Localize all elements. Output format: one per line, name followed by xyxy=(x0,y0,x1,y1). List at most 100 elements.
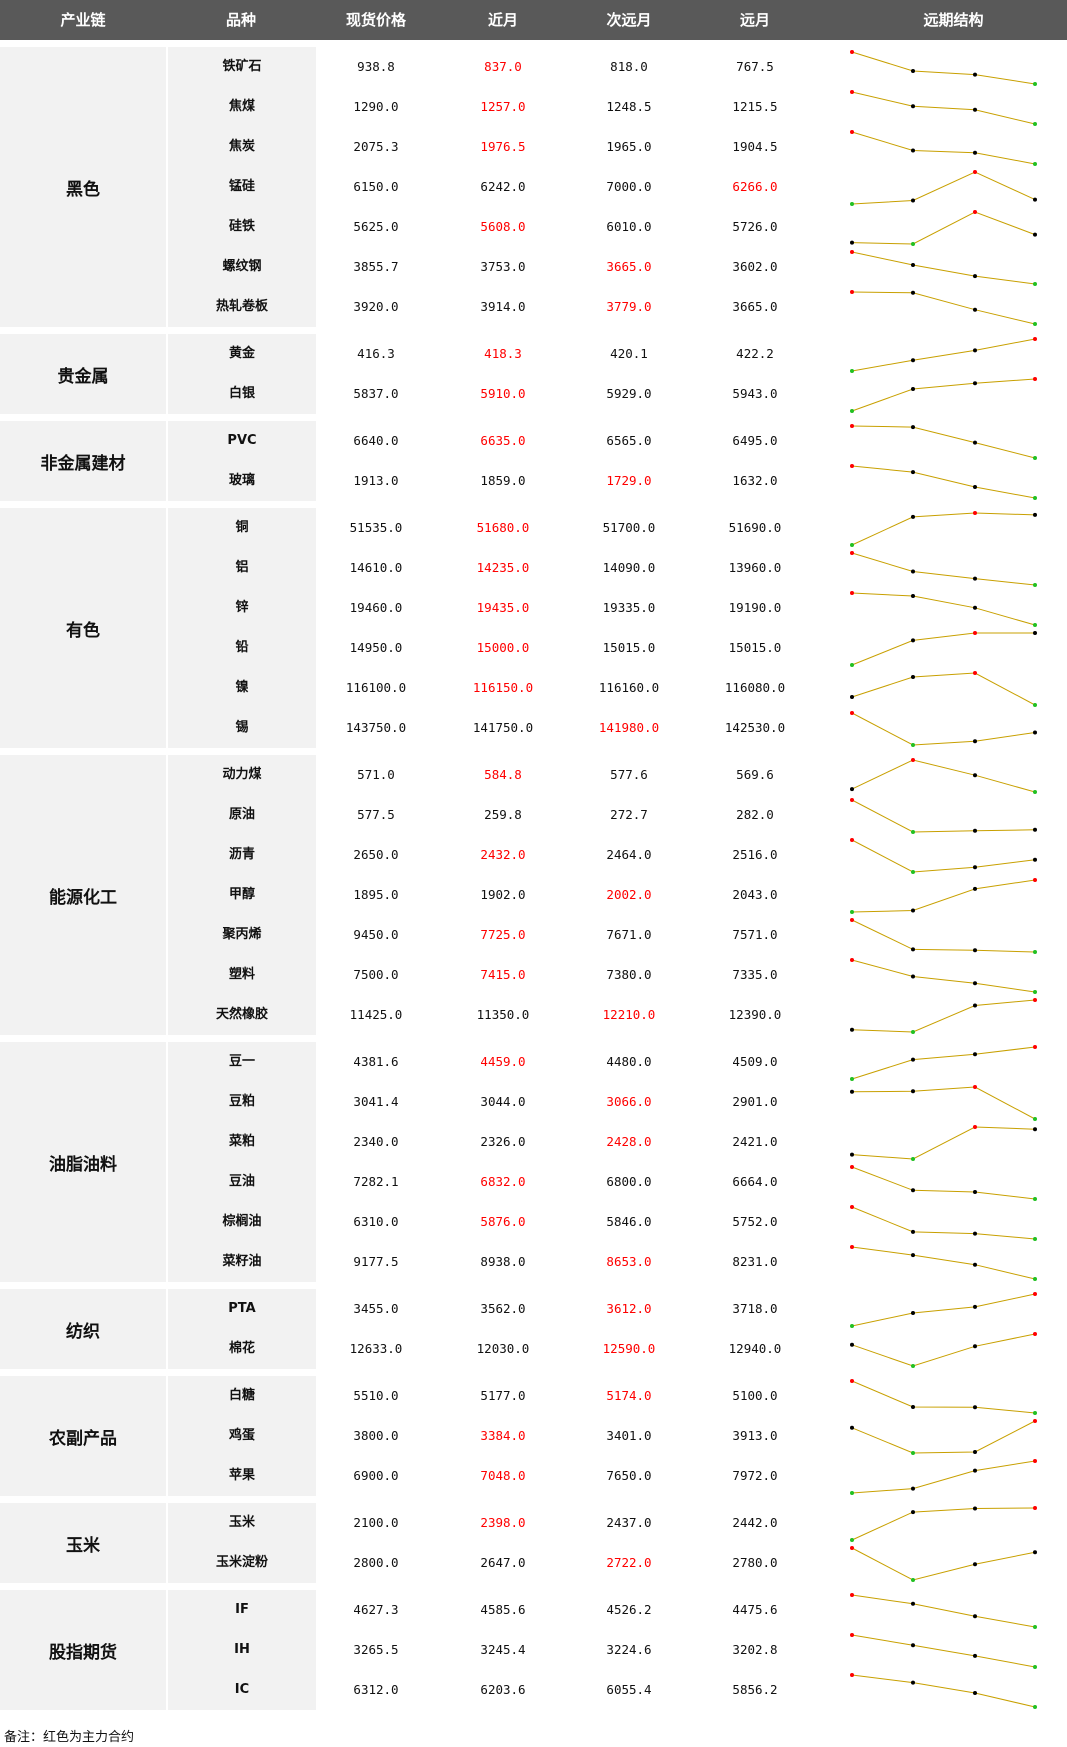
sparkline-point xyxy=(850,290,854,294)
sparkline-point xyxy=(850,663,854,667)
far-cell: 2901.0 xyxy=(732,1094,778,1109)
next-cell: 2464.0 xyxy=(606,847,652,862)
near-cell: 19435.0 xyxy=(476,600,530,615)
variety-name: 焦煤 xyxy=(228,99,255,114)
far-cell: 116080.0 xyxy=(724,680,786,695)
sparkline xyxy=(851,425,1036,459)
variety-background xyxy=(168,755,316,1035)
near-cell: 259.8 xyxy=(484,807,522,822)
group-background xyxy=(0,1289,166,1369)
spot-cell: 14610.0 xyxy=(349,560,403,575)
header-chain: 产业链 xyxy=(60,11,106,29)
group-background xyxy=(0,1042,166,1282)
sparkline xyxy=(851,251,1036,285)
next-cell: 3779.0 xyxy=(606,299,652,314)
sparkline-point xyxy=(973,72,977,77)
sparkline xyxy=(851,999,1036,1033)
sparkline-point xyxy=(911,743,915,747)
spot-cell: 3920.0 xyxy=(353,299,399,314)
sparkline-point xyxy=(1033,337,1037,341)
near-cell: 3245.4 xyxy=(480,1642,526,1657)
sparkline-point xyxy=(911,675,915,679)
sparkline xyxy=(851,171,1036,205)
sparkline-point xyxy=(1033,1127,1037,1132)
near-cell: 1976.5 xyxy=(480,139,526,154)
group-name: 黑色 xyxy=(66,179,100,200)
spot-cell: 2100.0 xyxy=(353,1515,399,1530)
sparkline-point xyxy=(973,739,977,744)
sparkline-point xyxy=(850,1633,854,1637)
group-name: 玉米 xyxy=(66,1535,100,1556)
sparkline-point xyxy=(911,974,915,979)
far-cell: 5726.0 xyxy=(732,219,778,234)
sparkline xyxy=(851,959,1036,993)
sparkline-point xyxy=(850,1089,854,1094)
sparkline-point xyxy=(1033,377,1037,381)
variety-name: 动力煤 xyxy=(222,767,262,782)
sparkline xyxy=(851,1420,1036,1454)
variety-name: 玉米淀粉 xyxy=(215,1555,268,1570)
sparkline xyxy=(851,759,1036,793)
sparkline-point xyxy=(1033,990,1037,994)
variety-name: 天然橡胶 xyxy=(215,1007,268,1022)
sparkline-point xyxy=(973,948,977,953)
variety-name: PVC xyxy=(227,433,257,448)
next-cell: 818.0 xyxy=(610,59,648,74)
sparkline-point xyxy=(1033,1292,1037,1296)
next-cell: 8653.0 xyxy=(606,1254,652,1269)
sparkline-point xyxy=(973,307,977,312)
sparkline-point xyxy=(850,918,854,922)
sparkline-point xyxy=(911,830,915,834)
sparkline-point xyxy=(1033,512,1037,517)
next-cell: 2722.0 xyxy=(606,1555,652,1570)
spot-cell: 5625.0 xyxy=(353,219,399,234)
variety-name: 锰硅 xyxy=(228,179,255,194)
sparkline-point xyxy=(1033,950,1037,954)
sparkline-point xyxy=(973,981,977,986)
variety-name: 玻璃 xyxy=(228,473,255,488)
sparkline-point xyxy=(850,1546,854,1550)
sparkline-point xyxy=(973,1190,977,1194)
next-cell: 12590.0 xyxy=(602,1341,656,1356)
spot-cell: 6312.0 xyxy=(353,1682,399,1697)
spot-cell: 19460.0 xyxy=(349,600,403,615)
sparkline-point xyxy=(911,263,915,267)
near-cell: 7415.0 xyxy=(480,967,526,982)
sparkline xyxy=(851,1333,1036,1367)
sparkline-point xyxy=(973,210,977,214)
group-background xyxy=(0,1376,166,1496)
far-cell: 7972.0 xyxy=(732,1468,778,1483)
sparkline-point xyxy=(1033,456,1037,460)
variety-name: 硅铁 xyxy=(228,219,255,234)
sparkline-point xyxy=(850,1027,854,1032)
spot-cell: 2800.0 xyxy=(353,1555,399,1570)
near-cell: 2398.0 xyxy=(480,1515,526,1530)
variety-name: 菜籽油 xyxy=(222,1254,262,1269)
sparkline xyxy=(851,1206,1036,1240)
near-cell: 51680.0 xyxy=(476,520,530,535)
sparkline-point xyxy=(911,425,915,430)
near-cell: 7725.0 xyxy=(480,927,526,942)
spot-cell: 14950.0 xyxy=(349,640,403,655)
far-cell: 5752.0 xyxy=(732,1214,778,1229)
sparkline-point xyxy=(850,1205,854,1209)
far-cell: 2780.0 xyxy=(732,1555,778,1570)
sparkline xyxy=(851,1460,1036,1494)
spot-cell: 1913.0 xyxy=(353,473,399,488)
sparkline-point xyxy=(973,1085,977,1089)
sparkline-point xyxy=(911,1364,915,1368)
near-cell: 418.3 xyxy=(484,346,522,361)
far-cell: 12390.0 xyxy=(728,1007,782,1022)
group-name: 油脂油料 xyxy=(49,1154,117,1175)
variety-name: 铁矿石 xyxy=(222,59,262,74)
near-cell: 7048.0 xyxy=(480,1468,526,1483)
sparkline-point xyxy=(911,1643,915,1648)
sparkline-point xyxy=(1033,232,1037,237)
sparkline-point xyxy=(1033,1197,1037,1201)
sparkline-point xyxy=(973,1506,977,1511)
near-cell: 5876.0 xyxy=(480,1214,526,1229)
group-name: 贵金属 xyxy=(57,366,109,387)
sparkline-point xyxy=(1033,122,1037,126)
variety-name: 铝 xyxy=(235,560,249,575)
